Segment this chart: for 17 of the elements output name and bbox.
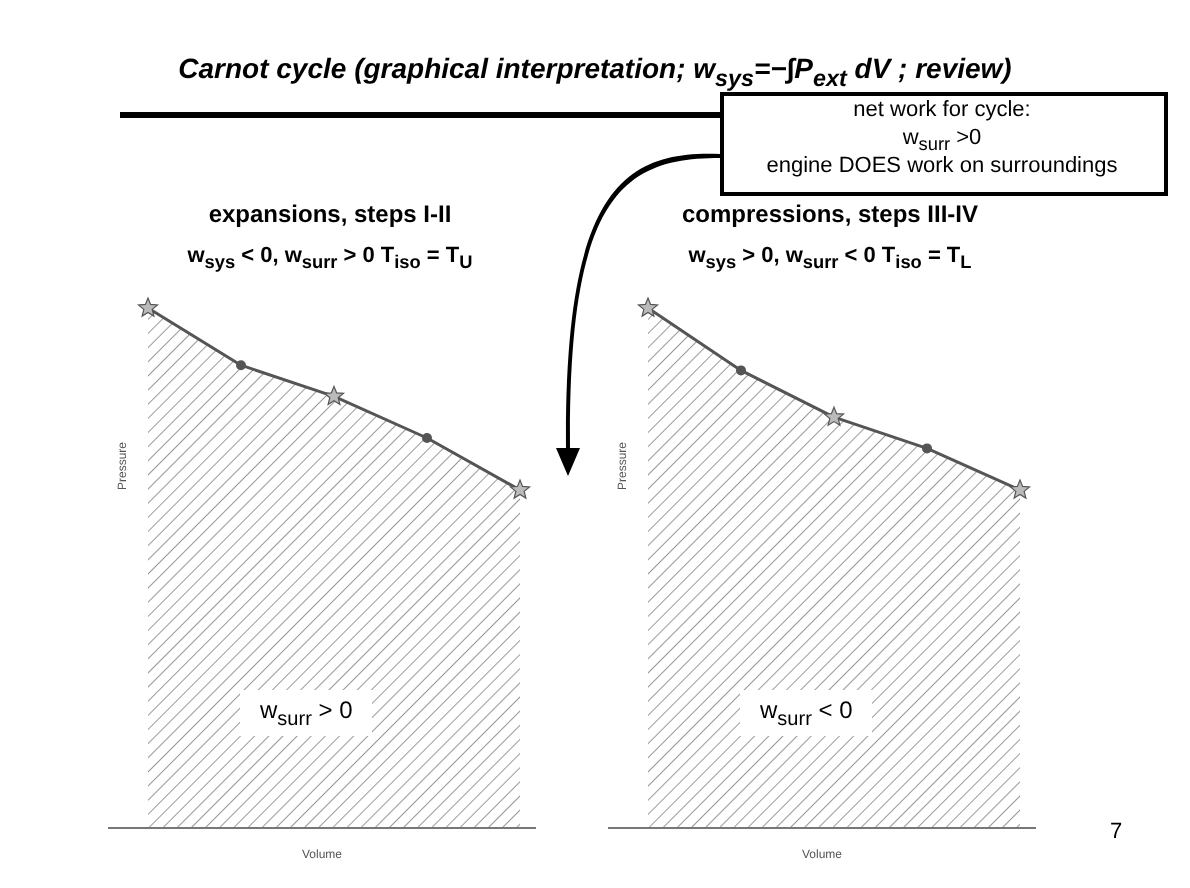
text: 7 — [1110, 820, 1123, 844]
annotation: w$_{surr}$ > 0 — [240, 690, 373, 737]
text: engine DOES work on surroundings — [764, 154, 1120, 178]
chart-subtitle: w$_{sys}$ > 0, w$_{surr}$ < 0 T$_{iso}$ = T$_{L}$ — [686, 244, 974, 273]
chart-title: compressions, steps III-IV — [679, 200, 981, 228]
point — [823, 406, 845, 426]
point — [137, 297, 159, 317]
text: w$_{surr}$ >0 — [900, 126, 984, 155]
point — [1009, 479, 1031, 499]
text: Carnot cycle (graphical interpretation; w$_{sys}$=−∫P$_{ext}$ dV ; review) — [176, 52, 1014, 92]
point — [637, 297, 659, 317]
chart-subtitle: w$_{sys}$ < 0, w$_{surr}$ > 0 T$_{iso}$ = T$_{U}$ — [185, 244, 475, 273]
text: net work for cycle: — [851, 98, 1033, 122]
point — [323, 385, 345, 406]
annotation: w$_{surr}$ < 0 — [740, 690, 873, 737]
chart-title: expansions, steps I-II — [206, 200, 454, 228]
point — [509, 479, 531, 499]
